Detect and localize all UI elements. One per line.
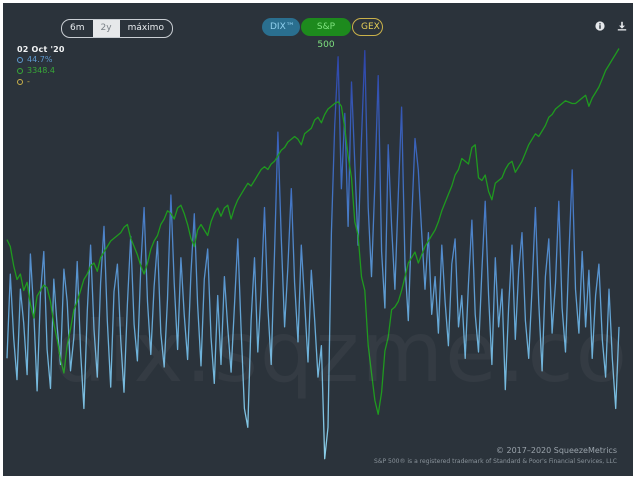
readout-date: 02 Oct '20: [17, 45, 65, 54]
range-button-6m[interactable]: 6m: [70, 23, 85, 33]
readout-dix-value: 44.7%: [27, 55, 53, 64]
dix-series-line: [6, 49, 620, 460]
series-toggle-group: DIX™ S&P 500 GEX: [262, 18, 383, 50]
readout-dix-row: 44.7%: [17, 54, 65, 65]
gex-marker-icon: [17, 78, 23, 85]
spx-toggle-button[interactable]: S&P 500: [301, 18, 351, 50]
spx-marker-icon: [17, 67, 23, 74]
spx-series-line: [6, 48, 620, 415]
download-icon[interactable]: [617, 21, 627, 31]
dix-toggle-button[interactable]: DIX™: [262, 18, 300, 36]
readout-spx-row: 3348.4: [17, 65, 65, 76]
info-icon[interactable]: [595, 21, 605, 31]
dix-marker-icon: [17, 56, 23, 63]
copyright-notice: © 2017–2020 SqueezeMetrics: [495, 446, 617, 455]
readout-gex-value: -: [27, 77, 30, 86]
chart-panel: dix.sqzme.co 6m 2y máximo DIX™ S&P 500 G…: [3, 3, 633, 476]
range-selector: 6m 2y máximo: [61, 19, 173, 38]
hover-readout: 02 Oct '20 44.7% 3348.4 -: [17, 45, 65, 87]
readout-gex-row: -: [17, 76, 65, 87]
gex-toggle-button[interactable]: GEX: [352, 18, 383, 36]
readout-spx-value: 3348.4: [27, 66, 55, 75]
range-button-max[interactable]: máximo: [127, 23, 164, 33]
trademark-notice: S&P 500® is a registered trademark of St…: [374, 458, 617, 465]
range-button-2y[interactable]: 2y: [92, 20, 120, 37]
chart-plot-area[interactable]: [3, 3, 633, 476]
